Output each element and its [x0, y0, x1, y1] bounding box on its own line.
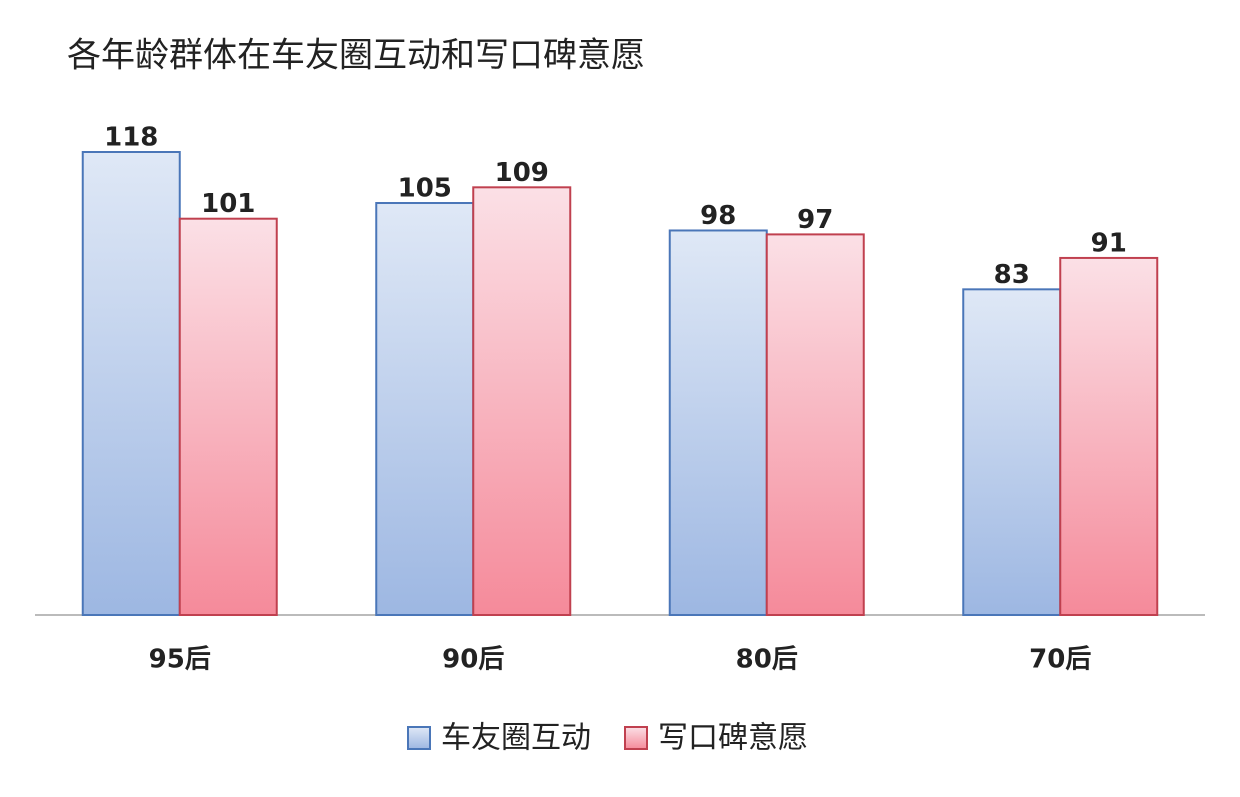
x-tick-label: 80后 — [736, 645, 798, 675]
legend-swatch — [407, 726, 431, 750]
value-label: 105 — [398, 174, 452, 204]
legend-label: 写口碑意愿 — [658, 721, 808, 756]
x-tick-label: 70后 — [1029, 645, 1091, 675]
bar — [81, 151, 181, 616]
bar — [178, 217, 278, 616]
bar — [472, 186, 572, 616]
value-label: 83 — [994, 260, 1030, 290]
chart-title: 各年龄群体在车友圈互动和写口碑意愿 — [67, 36, 645, 76]
x-tick-label: 95后 — [149, 645, 211, 675]
bar — [1059, 256, 1159, 616]
legend-swatch — [624, 726, 648, 750]
legend-label: 车友圈互动 — [441, 721, 591, 756]
value-label: 118 — [104, 123, 158, 153]
bar — [765, 233, 865, 616]
bar — [962, 288, 1062, 616]
bar — [375, 202, 475, 616]
value-label: 97 — [797, 205, 833, 235]
value-label: 98 — [700, 201, 736, 231]
value-label: 101 — [201, 189, 255, 219]
value-label: 91 — [1091, 228, 1127, 258]
bar — [668, 229, 768, 616]
x-tick-label: 90后 — [442, 645, 504, 675]
value-label: 109 — [495, 158, 549, 188]
